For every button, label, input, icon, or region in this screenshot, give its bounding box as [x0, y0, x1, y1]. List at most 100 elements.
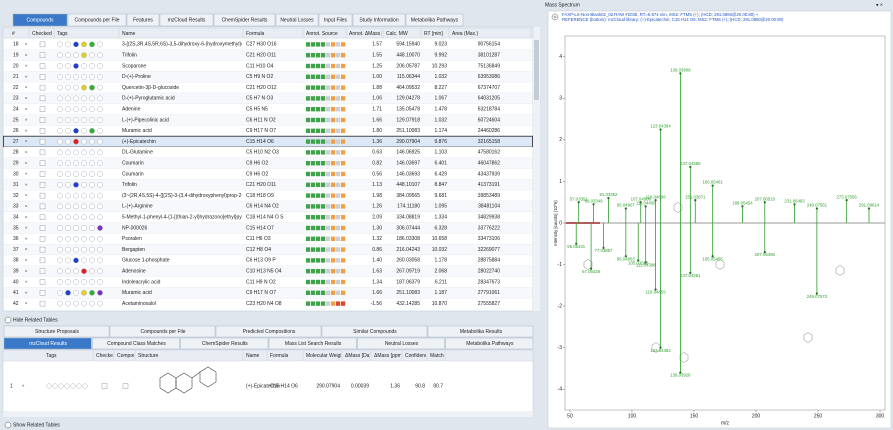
- row-expander[interactable]: »: [25, 301, 28, 306]
- checkbox[interactable]: [39, 225, 46, 231]
- row-expander[interactable]: »: [25, 63, 28, 68]
- checkbox[interactable]: [39, 279, 46, 285]
- related-tab-label[interactable]: Compounds per File: [140, 329, 185, 335]
- row-expander[interactable]: »: [25, 150, 28, 155]
- checkbox[interactable]: [39, 95, 46, 102]
- related-tab[interactable]: [180, 337, 269, 350]
- row-expander[interactable]: »: [25, 139, 28, 144]
- horizontal-scrollbar[interactable]: [3, 412, 533, 417]
- row-expander[interactable]: »: [25, 160, 28, 165]
- table-row[interactable]: [3, 298, 533, 310]
- related-tab[interactable]: [427, 325, 534, 338]
- tab[interactable]: [67, 13, 127, 27]
- tab-label[interactable]: ChemSpider Results: [222, 17, 268, 23]
- tab[interactable]: [126, 13, 160, 27]
- checkbox[interactable]: [39, 182, 46, 188]
- row-expander[interactable]: »: [25, 268, 28, 273]
- tab[interactable]: [318, 13, 353, 27]
- related-tab-label[interactable]: Metabolika Results: [460, 329, 503, 335]
- related-tab-label[interactable]: mzCloud Results: [29, 341, 67, 347]
- row-expander[interactable]: »: [25, 171, 28, 176]
- checkbox[interactable]: [39, 290, 46, 296]
- checkbox[interactable]: [39, 149, 46, 156]
- hide-related-tables[interactable]: Hide Related Tables: [13, 317, 58, 323]
- tab[interactable]: [213, 13, 276, 27]
- scroll-thumb[interactable]: [534, 40, 539, 100]
- checkbox[interactable]: [39, 138, 46, 145]
- tab-label[interactable]: Study Information: [359, 17, 398, 23]
- related-tab-label[interactable]: Neutral Losses: [385, 341, 419, 347]
- checkbox[interactable]: [39, 63, 46, 69]
- related-tab-label[interactable]: Compound Class Matches: [107, 341, 166, 347]
- checkbox[interactable]: [39, 171, 46, 177]
- related-tab-label[interactable]: Similar Compounds: [353, 329, 397, 335]
- row-expander[interactable]: »: [25, 42, 28, 47]
- row-expander[interactable]: »: [25, 279, 28, 284]
- tab[interactable]: [275, 13, 319, 27]
- row-expander[interactable]: »: [25, 96, 28, 101]
- checkbox[interactable]: [122, 383, 129, 389]
- checkbox[interactable]: [39, 117, 46, 123]
- expand-icon[interactable]: [4, 421, 12, 429]
- checkbox[interactable]: [39, 236, 46, 242]
- collapse-icon[interactable]: [4, 316, 12, 324]
- row-expander[interactable]: »: [25, 74, 28, 79]
- row-expander[interactable]: »: [25, 106, 28, 111]
- pane-menu[interactable]: ▾ ×: [876, 2, 883, 8]
- row-expander[interactable]: »: [25, 128, 28, 133]
- checkbox[interactable]: [39, 74, 46, 80]
- related-tab[interactable]: [321, 325, 428, 338]
- related-tab[interactable]: [3, 337, 92, 350]
- vertical-scrollbar[interactable]: [533, 27, 540, 311]
- checkbox[interactable]: [39, 84, 46, 91]
- related-tab[interactable]: [445, 337, 534, 350]
- tab-label[interactable]: Compounds per File: [74, 17, 119, 23]
- row-expander[interactable]: »: [25, 52, 28, 57]
- row-expander[interactable]: »: [25, 290, 28, 295]
- row-expander[interactable]: »: [22, 383, 25, 388]
- related-tab-label[interactable]: ChemSpider Results: [202, 341, 248, 347]
- tab-label[interactable]: Input Files: [324, 17, 348, 23]
- tab[interactable]: [159, 13, 214, 27]
- row-expander[interactable]: »: [25, 247, 28, 252]
- row-expander[interactable]: »: [25, 117, 28, 122]
- tab[interactable]: [405, 13, 464, 27]
- tab-label[interactable]: Metabolika Pathways: [411, 17, 459, 23]
- tab-label[interactable]: Features: [133, 17, 153, 23]
- tab[interactable]: [352, 13, 406, 27]
- tab-label[interactable]: Compounds: [27, 17, 54, 23]
- related-tab-label[interactable]: Structure Proposals: [35, 329, 79, 335]
- related-tab[interactable]: [215, 325, 322, 338]
- checkbox[interactable]: [39, 52, 46, 58]
- checkbox[interactable]: [39, 203, 46, 210]
- row-expander[interactable]: »: [25, 193, 28, 198]
- row-expander[interactable]: »: [25, 258, 28, 263]
- related-tab[interactable]: [92, 337, 180, 350]
- row-expander[interactable]: »: [25, 225, 28, 230]
- checkbox[interactable]: [101, 383, 108, 389]
- checkbox[interactable]: [39, 268, 46, 274]
- tab-label[interactable]: mzCloud Results: [168, 17, 206, 23]
- checkbox[interactable]: [39, 192, 46, 199]
- row-expander[interactable]: »: [25, 204, 28, 209]
- checkbox[interactable]: [39, 300, 46, 307]
- tab[interactable]: [12, 13, 68, 27]
- tab-label[interactable]: Neutral Losses: [280, 17, 314, 23]
- related-tab[interactable]: [268, 337, 357, 350]
- related-tab[interactable]: [109, 325, 216, 338]
- related-tab[interactable]: [3, 325, 110, 338]
- checkbox[interactable]: [39, 128, 46, 134]
- checkbox[interactable]: [39, 41, 46, 48]
- checkbox[interactable]: [39, 246, 46, 253]
- row-expander[interactable]: »: [25, 85, 28, 90]
- checkbox[interactable]: [39, 160, 46, 166]
- checkbox[interactable]: [39, 257, 46, 264]
- checkbox[interactable]: [39, 214, 46, 220]
- related-tab[interactable]: [357, 337, 445, 350]
- show-related-tables[interactable]: Show Related Tables: [13, 422, 60, 428]
- row-expander[interactable]: »: [25, 182, 28, 187]
- row-expander[interactable]: »: [25, 214, 28, 219]
- related-tab-label[interactable]: Mass List Search Results: [285, 341, 342, 347]
- checkbox[interactable]: [39, 106, 46, 112]
- row-expander[interactable]: »: [25, 236, 28, 241]
